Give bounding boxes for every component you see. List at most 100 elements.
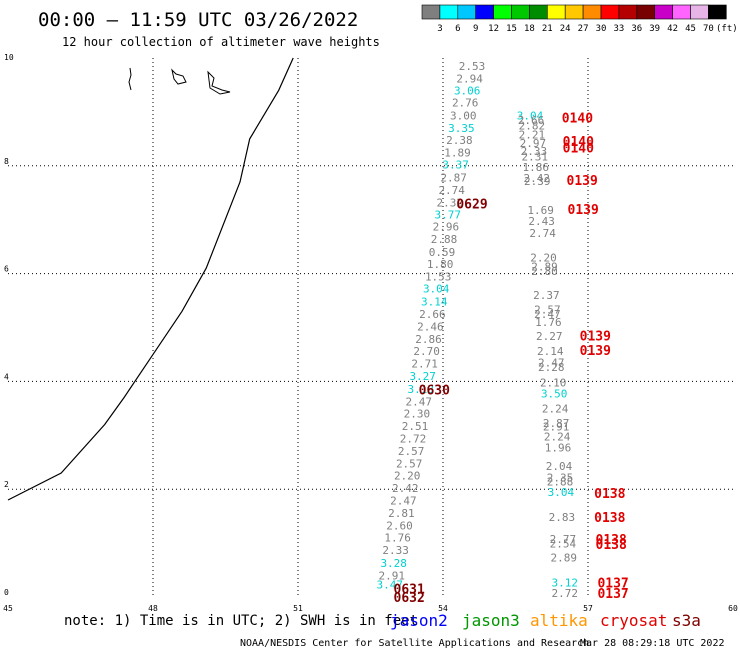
swh-label: 2.66 <box>419 308 446 321</box>
y-tick-label: 0 <box>4 588 9 597</box>
time-label: 0140 <box>563 142 594 157</box>
swh-label: 2.72 <box>400 433 427 446</box>
swh-label: 2.20 <box>530 251 557 264</box>
time-label: 0137 <box>597 587 628 602</box>
swh-label: 1.76 <box>535 316 562 329</box>
colorbar-swatch <box>421 4 441 20</box>
colorbar-swatch <box>546 4 566 20</box>
swh-label: 2.83 <box>549 511 576 524</box>
swh-label: 2.82 <box>519 119 546 132</box>
time-label: 0139 <box>580 330 611 345</box>
axis-ticks: 45 48 51 54 57 60 0 2 4 6 8 10 <box>3 53 738 613</box>
swh-label: 2.91 <box>379 569 406 582</box>
swh-label: 2.57 <box>398 445 425 458</box>
swh-label: 3.50 <box>541 387 568 400</box>
swh-label: 3.12 <box>552 576 579 589</box>
swh-label: 3.27 <box>409 370 436 383</box>
swh-label: 3.77 <box>435 208 462 221</box>
colorbar-swatch <box>582 4 602 20</box>
colorbar-tick-label: 39 <box>649 24 660 34</box>
swh-label: 3.35 <box>448 122 475 135</box>
swh-label: 2.88 <box>431 233 458 246</box>
swh-label: 2.89 <box>531 261 558 274</box>
colorbar-tick-label: 42 <box>667 24 678 34</box>
swh-label: 3.06 <box>454 84 481 97</box>
swh-label: 2.87 <box>440 172 467 185</box>
swh-label: 1.96 <box>545 442 572 455</box>
colorbar-tick-label: 70 <box>703 24 714 34</box>
swh-label: 2.35 <box>547 471 574 484</box>
colorbar-swatch <box>564 4 584 20</box>
swh-label: 2.39 <box>524 175 551 188</box>
swh-label: 1.80 <box>427 258 454 271</box>
swh-label: 2.43 <box>528 215 555 228</box>
y-tick-label: 2 <box>4 480 9 489</box>
swh-label: 2.74 <box>529 227 556 240</box>
swh-label: 2.32 <box>437 197 464 210</box>
swh-label: 2.80 <box>531 265 558 278</box>
footer-note: note: 1) Time is in UTC; 2) SWH is in fe… <box>64 613 418 629</box>
swh-label: 2.74 <box>438 184 465 197</box>
swh-label: 2.14 <box>537 345 564 358</box>
coastline <box>7 57 294 501</box>
coastline-path <box>7 57 294 501</box>
swh-label: 2.47 <box>406 395 433 408</box>
time-label: 0138 <box>594 511 625 526</box>
swh-label: 2.31 <box>522 151 549 164</box>
swh-label: 2.47 <box>534 308 561 321</box>
footer-credit: NOAA/NESDIS Center for Satellite Applica… <box>240 638 589 649</box>
y-tick-label: 8 <box>4 157 9 166</box>
swh-label: 3.28 <box>380 557 407 570</box>
swh-label: 2.51 <box>402 420 429 433</box>
colorbar-tick-label: 15 <box>506 24 517 34</box>
swh-label: 3.04 <box>423 283 450 296</box>
island-shape <box>128 67 132 91</box>
swh-label: 1.86 <box>523 161 550 174</box>
swh-label: 2.57 <box>396 457 423 470</box>
x-tick-label: 57 <box>583 604 593 613</box>
swh-label: 2.10 <box>540 377 567 390</box>
colorbar-swatch <box>511 4 530 20</box>
swh-label: 2.24 <box>544 430 571 443</box>
mission-label: jason2 <box>390 611 448 630</box>
x-tick-label: 45 <box>3 604 13 613</box>
time-label: 0631 <box>394 582 425 597</box>
swh-label: 2.87 <box>543 417 570 430</box>
colorbar-tick-label: 9 <box>473 24 478 34</box>
x-tick-label: 54 <box>438 604 448 613</box>
swh-label: 2.53 <box>459 60 486 73</box>
island-shape <box>171 68 187 85</box>
swh-label: 2.57 <box>534 304 561 317</box>
swh-label: 2.66 <box>518 114 545 127</box>
swh-label: 2.30 <box>404 408 431 421</box>
time-label: 0630 <box>419 384 450 399</box>
colorbar-swatch <box>636 4 655 20</box>
y-tick-label: 6 <box>4 265 9 274</box>
swh-label: 2.72 <box>552 587 579 600</box>
swh-label: 2.89 <box>551 552 578 565</box>
swh-label: 1.69 <box>527 204 554 217</box>
colorbar-swatch <box>618 4 638 20</box>
swh-label: 2.37 <box>533 289 560 302</box>
data-points: 2.532.943.062.763.003.352.381.893.372.87… <box>377 60 579 600</box>
swh-label: 2.28 <box>538 361 565 374</box>
swh-label: 2.27 <box>536 330 563 343</box>
time-label: 0137 <box>597 576 628 591</box>
swh-label: 1.89 <box>444 146 471 159</box>
colorbar-swatch <box>672 4 691 20</box>
colorbar-tick-label: 27 <box>578 24 589 34</box>
time-label: 0139 <box>567 174 598 189</box>
chart-header: 00:00 — 11:59 UTC 03/26/2022 12 hour col… <box>38 9 380 49</box>
mission-label: jason3 <box>462 611 520 630</box>
mission-label: altika <box>530 611 588 630</box>
swh-label: 2.86 <box>415 333 442 346</box>
island-shape <box>207 70 231 95</box>
colorbar-tick-label: 6 <box>455 24 460 34</box>
swh-label: 1.53 <box>425 270 452 283</box>
swh-label: 2.60 <box>386 519 413 532</box>
swh-label: 3.37 <box>442 159 469 172</box>
swh-label: 2.33 <box>382 544 409 557</box>
time-label: 0138 <box>596 538 627 553</box>
colorbar-tick-label: 30 <box>596 24 607 34</box>
